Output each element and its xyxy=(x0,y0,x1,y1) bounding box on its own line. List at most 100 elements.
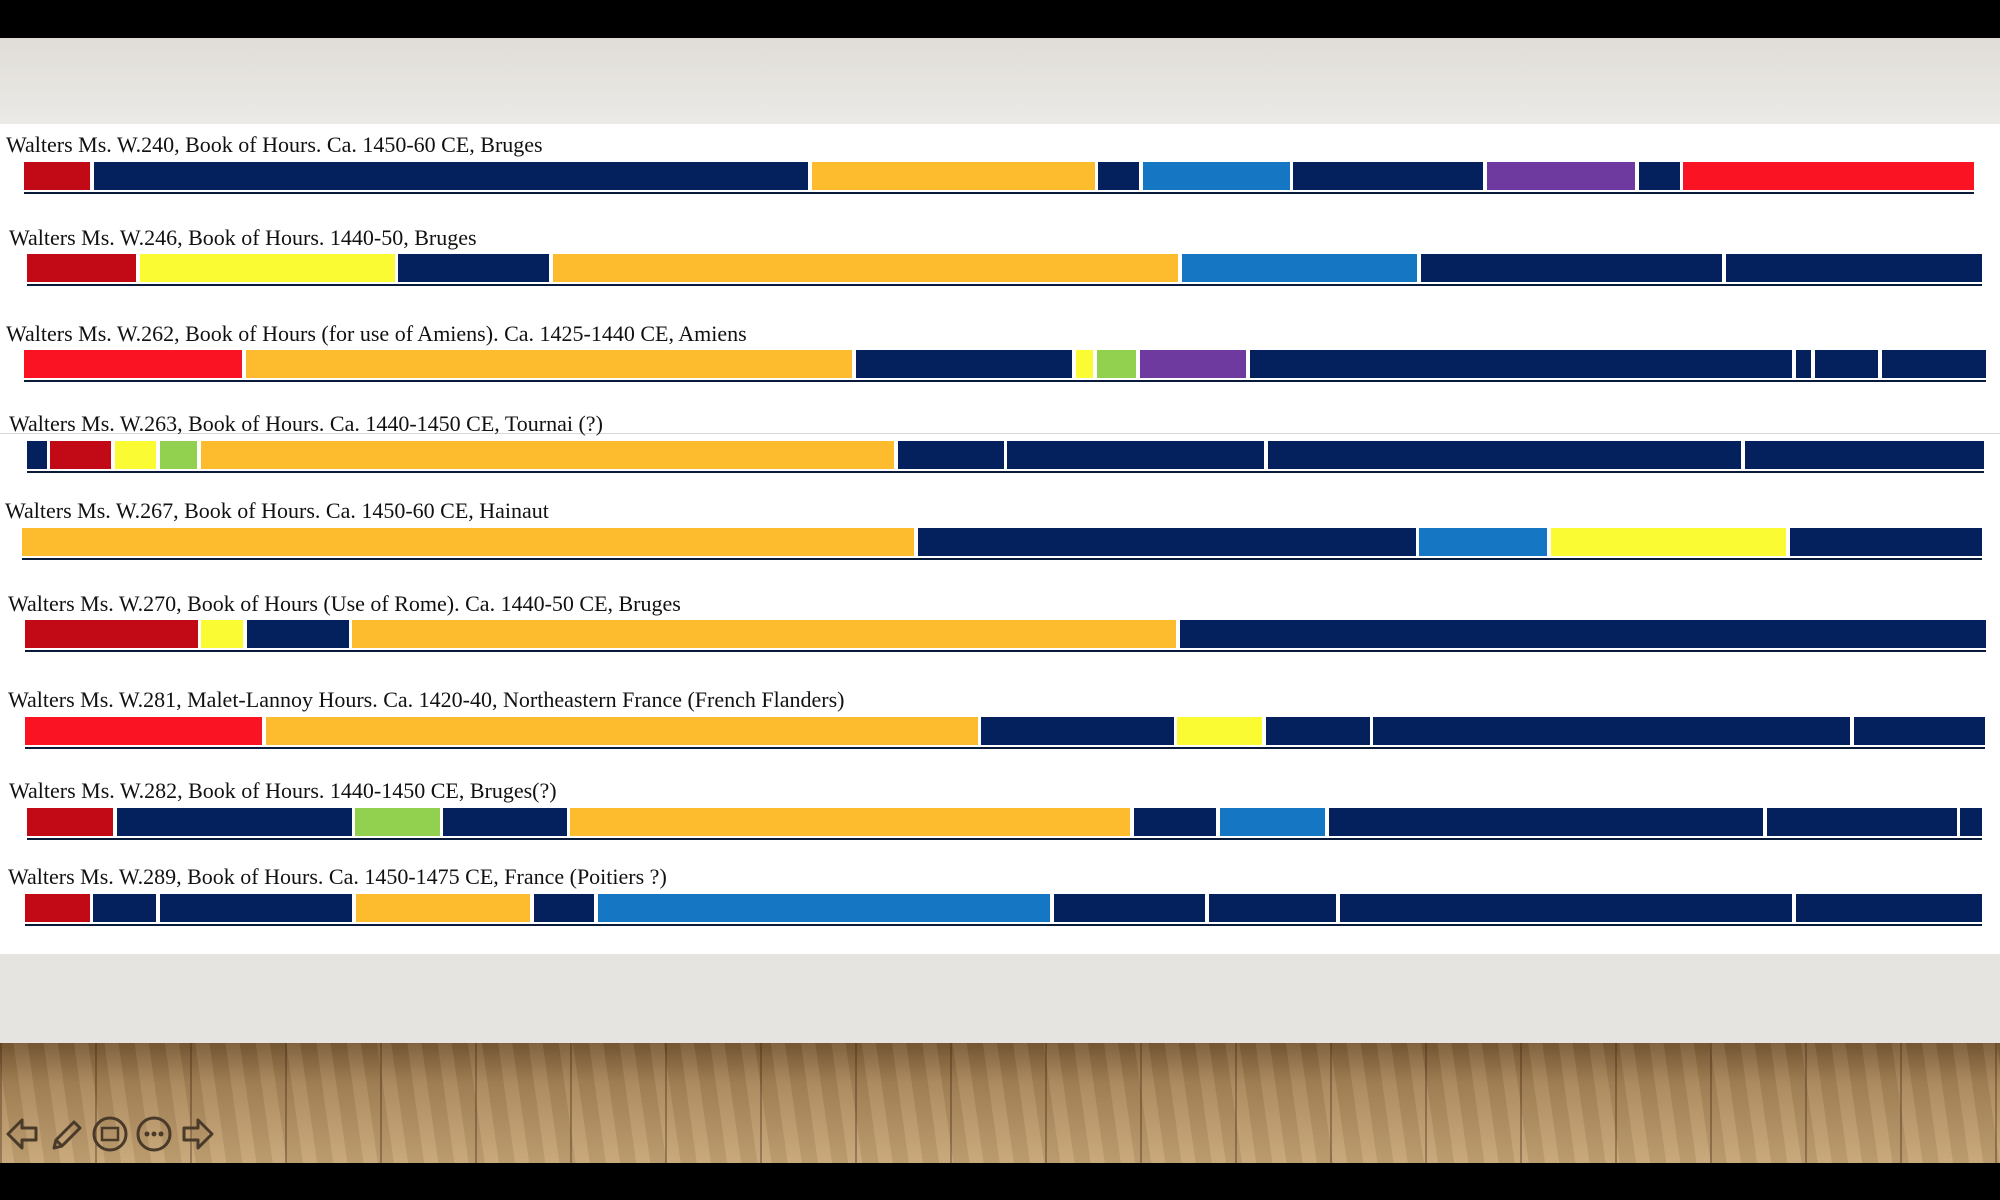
segment-gold xyxy=(352,620,1177,648)
wood-floor-background xyxy=(0,1043,2000,1163)
manuscript-title-w270: Walters Ms. W.270, Book of Hours (Use of… xyxy=(8,591,681,616)
segment-blue xyxy=(1182,254,1417,282)
segment-navy xyxy=(1766,808,1957,836)
segment-navy xyxy=(1853,717,1985,745)
segment-navy xyxy=(1340,894,1793,922)
segment-navy xyxy=(94,162,808,190)
manuscript-bar-w282 xyxy=(27,804,1982,840)
manuscript-title-w289: Walters Ms. W.289, Book of Hours. Ca. 14… xyxy=(8,864,667,889)
segment-gold xyxy=(811,162,1095,190)
slideshow-nav-toolbar xyxy=(0,1112,240,1164)
pen-icon xyxy=(52,1120,82,1150)
segment-green xyxy=(355,808,440,836)
segment-navy xyxy=(1180,620,1986,648)
segment-gold xyxy=(22,528,914,556)
segment-navy xyxy=(1795,350,1812,378)
manuscript-bar-w262 xyxy=(24,346,1986,382)
manuscript-title-w262: Walters Ms. W.262, Book of Hours (for us… xyxy=(6,321,747,346)
segment-navy xyxy=(1815,350,1879,378)
segment-navy xyxy=(1098,162,1140,190)
segment-crimson xyxy=(27,808,114,836)
manuscript-bar-w263 xyxy=(27,437,1984,473)
segment-navy xyxy=(1882,350,1986,378)
segment-navy xyxy=(246,620,349,648)
segment-navy xyxy=(1329,808,1764,836)
manuscript-bar-w240 xyxy=(24,158,1974,194)
segment-navy xyxy=(981,717,1174,745)
slide-canvas: Walters Ms. W.240, Book of Hours. Ca. 14… xyxy=(0,124,2000,954)
segment-red xyxy=(24,350,242,378)
segment-red xyxy=(25,717,263,745)
segment-blue xyxy=(1419,528,1547,556)
segment-crimson xyxy=(50,441,112,469)
manuscript-bar-w289 xyxy=(25,890,1982,926)
segment-crimson xyxy=(27,254,137,282)
manuscript-title-w281: Walters Ms. W.281, Malet-Lannoy Hours. C… xyxy=(8,687,845,712)
slides-button[interactable] xyxy=(88,1112,132,1156)
segment-navy xyxy=(1796,894,1982,922)
manuscript-title-w263: Walters Ms. W.263, Book of Hours. Ca. 14… xyxy=(9,411,603,436)
segment-gold xyxy=(355,894,530,922)
segment-red xyxy=(1683,162,1974,190)
segment-navy xyxy=(93,894,157,922)
segment-navy xyxy=(897,441,1004,469)
manuscript-bar-w270 xyxy=(25,616,1986,652)
segment-gold xyxy=(552,254,1179,282)
forward-arrow-icon xyxy=(182,1118,214,1150)
segment-green xyxy=(1097,350,1137,378)
segment-yellow xyxy=(1550,528,1786,556)
segment-navy xyxy=(1265,717,1370,745)
top-letterbox xyxy=(0,0,2000,38)
segment-navy xyxy=(116,808,352,836)
bottom-letterbox xyxy=(0,1163,2000,1200)
segment-navy xyxy=(1420,254,1722,282)
segment-blue xyxy=(1219,808,1326,836)
segment-navy xyxy=(160,894,352,922)
manuscript-title-w246: Walters Ms. W.246, Book of Hours. 1440-5… xyxy=(9,225,477,250)
more-icon xyxy=(136,1116,172,1152)
segment-navy xyxy=(1638,162,1680,190)
segment-purple xyxy=(1140,350,1247,378)
segment-navy xyxy=(27,441,47,469)
segment-crimson xyxy=(24,162,91,190)
segment-crimson xyxy=(25,620,198,648)
segment-gold xyxy=(201,441,894,469)
manuscript-title-w282: Walters Ms. W.282, Book of Hours. 1440-1… xyxy=(9,778,557,803)
segment-yellow xyxy=(1075,350,1094,378)
segment-navy xyxy=(1745,441,1984,469)
segment-yellow xyxy=(1177,717,1262,745)
manuscript-title-w267: Walters Ms. W.267, Book of Hours. Ca. 14… xyxy=(5,498,549,523)
segment-navy xyxy=(1007,441,1264,469)
segment-navy xyxy=(1054,894,1206,922)
segment-gold xyxy=(570,808,1130,836)
segment-navy xyxy=(1373,717,1850,745)
manuscript-bar-w281 xyxy=(25,713,1985,749)
segment-crimson xyxy=(25,894,90,922)
segment-yellow xyxy=(140,254,395,282)
segment-blue xyxy=(598,894,1051,922)
divider-line xyxy=(0,433,2000,434)
segment-yellow xyxy=(201,620,243,648)
segment-navy xyxy=(1789,528,1982,556)
pen-button[interactable] xyxy=(44,1112,88,1156)
segment-navy xyxy=(1208,894,1337,922)
more-button[interactable] xyxy=(132,1112,176,1156)
manuscript-bar-w246 xyxy=(27,250,1982,286)
forward-button[interactable] xyxy=(176,1112,220,1156)
segment-navy xyxy=(917,528,1416,556)
segment-navy xyxy=(855,350,1072,378)
segment-navy xyxy=(1293,162,1483,190)
back-button[interactable] xyxy=(0,1112,44,1156)
segment-purple xyxy=(1486,162,1635,190)
segment-yellow xyxy=(115,441,157,469)
segment-gold xyxy=(245,350,852,378)
back-arrow-icon xyxy=(6,1118,38,1150)
segment-green xyxy=(160,441,198,469)
segment-navy xyxy=(1725,254,1982,282)
segment-navy xyxy=(1250,350,1792,378)
manuscript-title-w240: Walters Ms. W.240, Book of Hours. Ca. 14… xyxy=(6,132,543,157)
manuscript-bar-w267 xyxy=(22,524,1982,560)
segment-navy xyxy=(533,894,595,922)
slides-icon xyxy=(92,1116,128,1152)
